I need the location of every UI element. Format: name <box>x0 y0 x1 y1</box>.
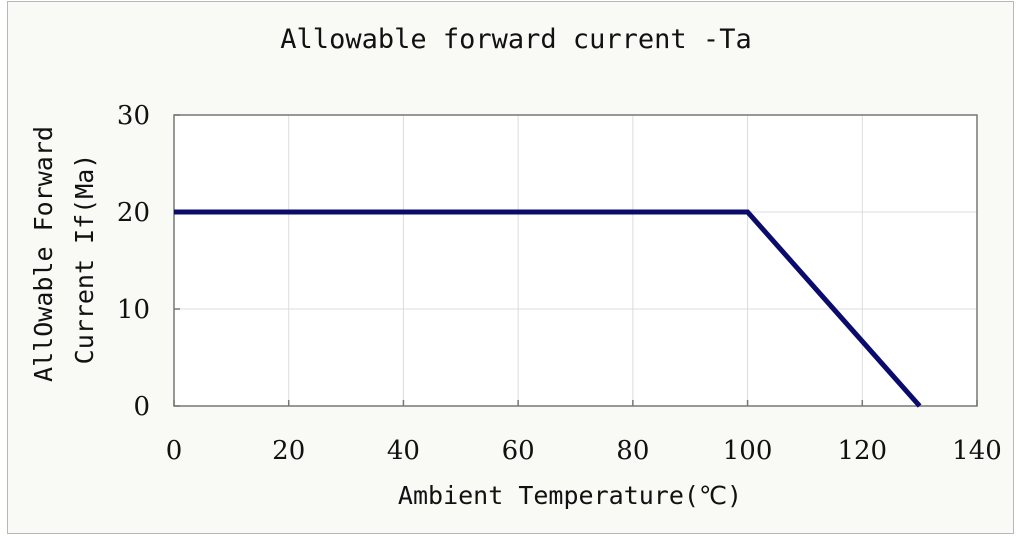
chart-title: Allowable forward current -Ta <box>280 24 751 55</box>
x-tick-label-20: 20 <box>272 436 305 466</box>
y-axis-ticks: 0 10 20 30 <box>117 101 180 422</box>
x-tick-label-60: 60 <box>502 436 535 466</box>
y-axis-label-line-2: Current If(Ma) <box>70 154 99 365</box>
plot-border <box>173 114 978 407</box>
y-tick-label-30: 30 <box>117 101 150 131</box>
y-axis-label-line-1: AllOwable Forward <box>29 126 58 382</box>
x-axis-ticks: 0 20 40 60 80 100 120 140 <box>166 400 1002 466</box>
x-tick-label-100: 100 <box>723 436 773 466</box>
y-tick-label-0: 0 <box>133 392 150 422</box>
x-axis-label: Ambient Temperature(℃) <box>398 481 742 510</box>
y-tick-label-20: 20 <box>117 198 150 228</box>
x-tick-label-0: 0 <box>166 436 183 466</box>
y-tick-label-10: 10 <box>117 295 150 325</box>
series-line-0 <box>174 209 922 408</box>
x-tick-label-40: 40 <box>387 436 420 466</box>
x-tick-label-80: 80 <box>616 436 649 466</box>
series-layer <box>174 209 922 408</box>
x-tick-label-140: 140 <box>952 436 1002 466</box>
plot-area <box>174 115 977 406</box>
x-tick-label-120: 120 <box>837 436 887 466</box>
